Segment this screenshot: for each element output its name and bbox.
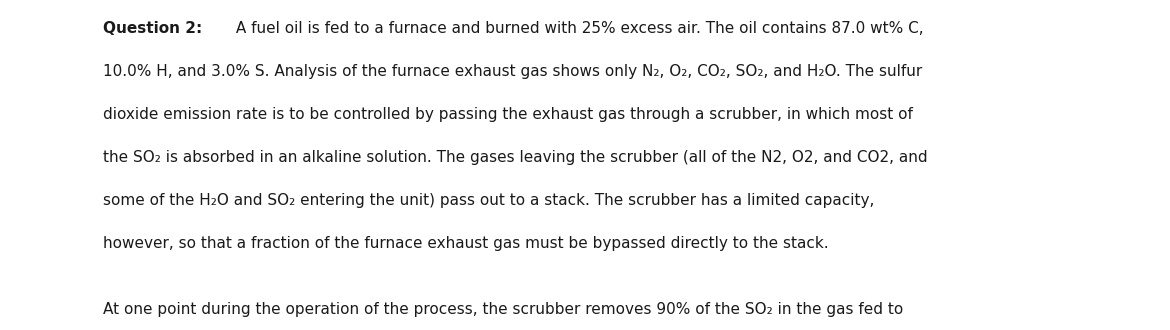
Text: dioxide emission rate is to be controlled by passing the exhaust gas through a s: dioxide emission rate is to be controlle… <box>103 107 913 122</box>
Text: the SO₂ is absorbed in an alkaline solution. The gases leaving the scrubber (all: the SO₂ is absorbed in an alkaline solut… <box>103 150 928 165</box>
Text: some of the H₂O and SO₂ entering the unit) pass out to a stack. The scrubber has: some of the H₂O and SO₂ entering the uni… <box>103 193 874 208</box>
Text: however, so that a fraction of the furnace exhaust gas must be bypassed directly: however, so that a fraction of the furna… <box>103 236 828 251</box>
Text: A fuel oil is fed to a furnace and burned with 25% excess air. The oil contains : A fuel oil is fed to a furnace and burne… <box>230 21 923 36</box>
Text: Question 2:: Question 2: <box>103 21 202 36</box>
Text: 10.0% H, and 3.0% S. Analysis of the furnace exhaust gas shows only N₂, O₂, CO₂,: 10.0% H, and 3.0% S. Analysis of the fur… <box>103 64 922 79</box>
Text: At one point during the operation of the process, the scrubber removes 90% of th: At one point during the operation of the… <box>103 302 903 317</box>
